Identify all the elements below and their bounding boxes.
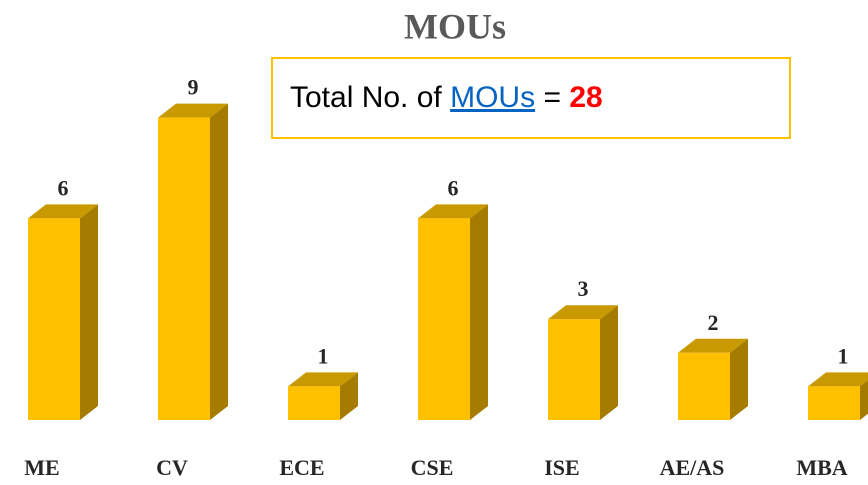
annotation-prefix: Total No. of: [290, 81, 442, 114]
value-label: 6: [448, 175, 459, 200]
bar-side: [730, 338, 748, 420]
bar-top: [548, 305, 618, 320]
bar: [678, 352, 730, 420]
bar: [808, 386, 860, 420]
bar-side: [80, 204, 98, 420]
value-label: 6: [58, 175, 69, 200]
bar-side: [470, 204, 488, 420]
bar: [28, 218, 80, 420]
bar-top: [28, 204, 98, 219]
value-label: 1: [318, 343, 329, 368]
annotation-total: 28: [569, 81, 602, 114]
annotation-operator: =: [543, 81, 561, 114]
x-tick-label: ME: [24, 455, 59, 480]
chart-title: MOUs: [404, 6, 506, 46]
value-label: 2: [708, 310, 719, 335]
x-tick-label: ISE: [544, 455, 579, 480]
annotation-frame: [271, 57, 791, 139]
annotation-text: Total No. of MOUs = 28: [290, 81, 603, 114]
value-label: 1: [838, 343, 849, 368]
x-tick-label: ECE: [279, 455, 324, 480]
bar-side: [340, 372, 358, 420]
bar-side: [600, 305, 618, 420]
bar-top: [288, 372, 358, 387]
bar-top: [808, 372, 868, 387]
bar-side: [860, 380, 868, 420]
value-label: 3: [578, 276, 589, 301]
bar: [548, 319, 600, 420]
bar-side: [210, 103, 228, 420]
x-tick-label: CV: [156, 455, 188, 480]
x-tick-label: AE/AS: [660, 455, 725, 480]
bar-top: [678, 338, 748, 353]
bar-top: [158, 103, 228, 118]
x-tick-label: CSE: [411, 455, 454, 480]
x-tick-label: MBA: [796, 455, 847, 480]
bar: [288, 386, 340, 420]
annotation-box: Total No. of MOUs = 28: [271, 57, 791, 139]
bar: [418, 218, 470, 420]
bar: [158, 117, 210, 420]
annotation-link[interactable]: MOUs: [450, 81, 535, 114]
bar-top: [418, 204, 488, 219]
value-label: 9: [188, 75, 199, 100]
